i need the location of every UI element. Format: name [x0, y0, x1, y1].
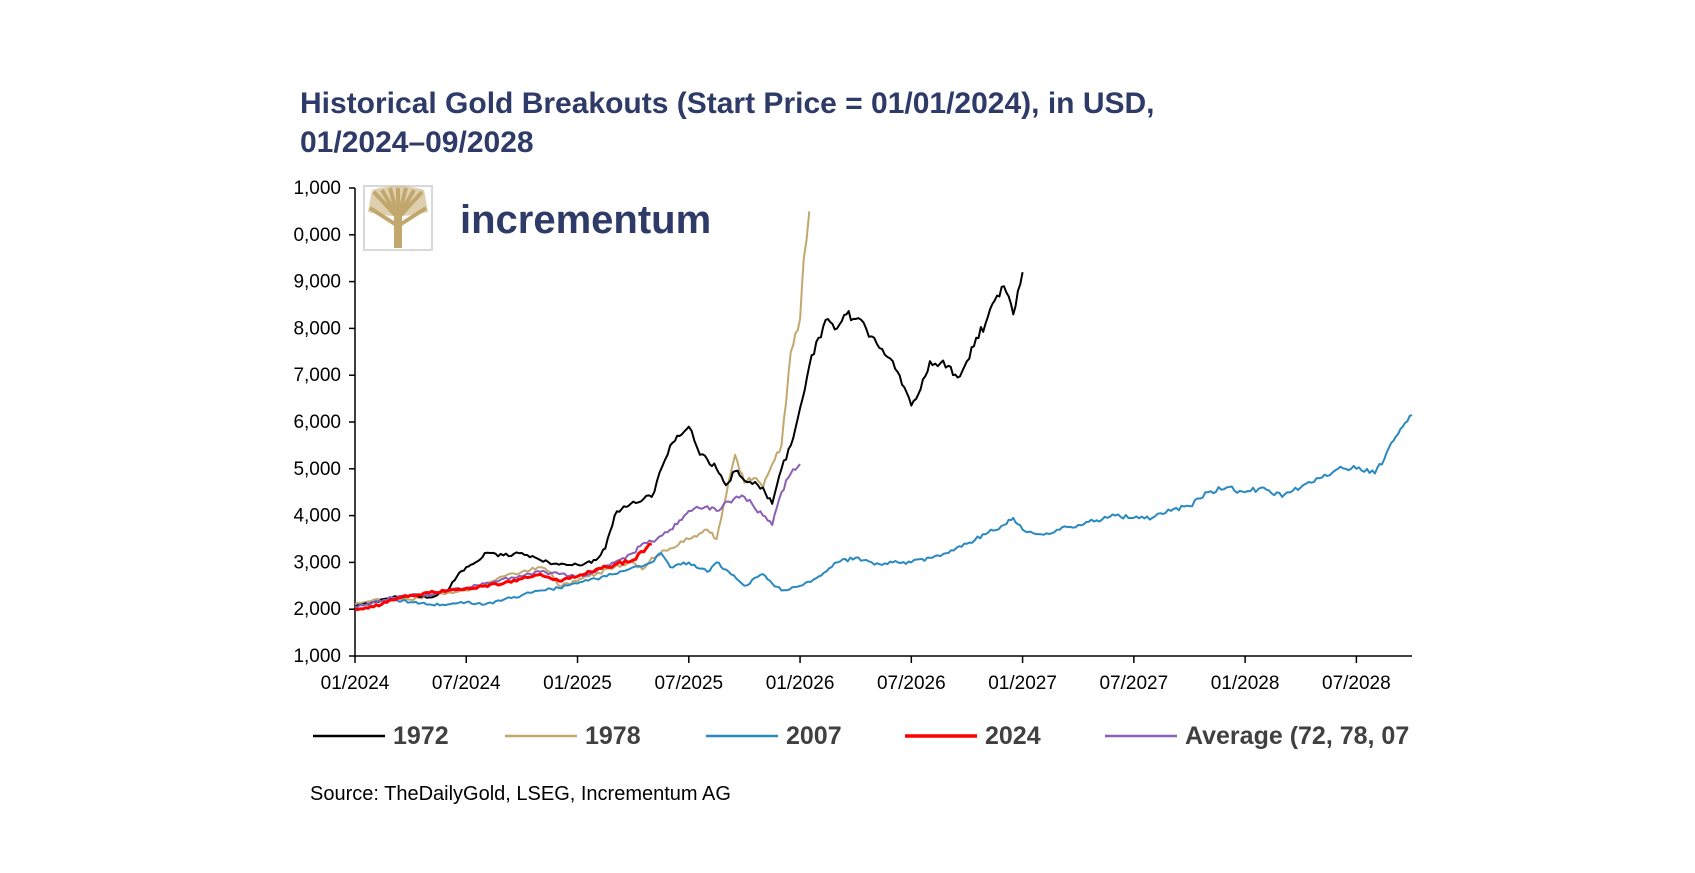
legend: 1972 1978 2007 2024 Average (72, 78, 07 [313, 722, 1409, 750]
series-layer [354, 211, 1413, 611]
series-line-1978 [354, 211, 811, 606]
series-line-2024 [354, 542, 653, 611]
x-tick-label: 01/2026 [766, 673, 835, 694]
y-tick-label: 7,000 [293, 365, 341, 386]
series-line-1972 [354, 272, 1024, 608]
x-tick-label: 01/2025 [543, 673, 612, 694]
y-tick-label: 2,000 [293, 599, 341, 620]
incrementum-logo-icon [363, 185, 433, 251]
y-tick-label: 5,000 [293, 459, 341, 480]
y-tick-label: 1,000 [293, 646, 341, 667]
legend-label: Average (72, 78, 07 [1185, 722, 1409, 750]
y-tick-label: 9,000 [293, 272, 341, 293]
y-tick-label: 0,000 [293, 225, 341, 246]
x-tick-label: 01/2028 [1211, 673, 1280, 694]
x-tick-label: 07/2024 [432, 673, 501, 694]
y-tick-label: 8,000 [293, 318, 341, 339]
legend-label: 2024 [985, 722, 1041, 750]
y-tick-label: 4,000 [293, 506, 341, 527]
y-tick-label: 3,000 [293, 552, 341, 573]
x-tick-label: 07/2027 [1099, 673, 1168, 694]
source-note: Source: TheDailyGold, LSEG, Incrementum … [310, 783, 731, 805]
x-tick-label: 01/2027 [988, 673, 1057, 694]
x-tick-label: 07/2025 [654, 673, 723, 694]
legend-label: 1978 [585, 722, 641, 750]
x-tick-label: 01/2024 [321, 673, 390, 694]
chart-title-line1: Historical Gold Breakouts (Start Price =… [300, 87, 1155, 120]
series-line-average-72-78-07 [354, 463, 801, 608]
axes: 1,000 2,000 3,000 4,000 5,000 6,000 7,000 8,000… [293, 178, 1412, 694]
brand-name: incrementum [460, 198, 711, 242]
x-tick-label: 07/2028 [1322, 673, 1391, 694]
y-tick-label: 1,000 [293, 178, 341, 199]
series-line-2007 [354, 414, 1413, 608]
legend-label: 2007 [786, 722, 842, 750]
x-tick-label: 07/2026 [877, 673, 946, 694]
y-tick-label: 6,000 [293, 412, 341, 433]
legend-label: 1972 [393, 722, 449, 750]
chart-title-line2: 01/2024–09/2028 [300, 126, 534, 159]
